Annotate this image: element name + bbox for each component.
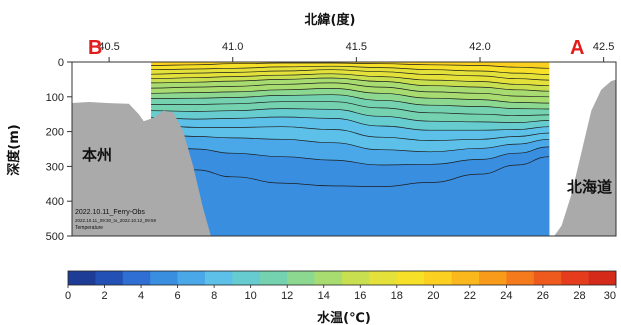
land-honshu [72,102,211,236]
colorbar-segment [369,271,398,285]
x-tick-label: 40.5 [98,41,119,53]
colorbar-frame [67,270,617,286]
y-axis-title: 深度(m) [6,124,22,175]
colorbar-segment [259,271,288,285]
isotherm-line [151,62,550,69]
colorbar-tick-label: 16 [354,290,366,302]
y-tick-label: 100 [46,92,64,104]
colorbar-tick-label: 4 [138,290,144,302]
isotherm-line [151,145,550,166]
colorbar-segment [342,271,370,285]
isotherm-line [151,116,550,131]
colorbar-segment [561,271,589,285]
isotherm-contours [151,62,550,187]
y-tick-label: 500 [46,231,64,243]
colorbar-tick-label: 2 [101,290,107,302]
plot-area [72,62,616,236]
colorbar-segment [479,271,507,285]
colorbar-segment [506,271,535,285]
colorbar-title: 水温(℃) [317,310,371,325]
isotherm-line [151,82,550,98]
colorbar-tick-label: 30 [604,290,616,302]
y-tick-label: 300 [46,161,64,173]
colorbar-segment [177,271,206,285]
colorbar-segment [424,271,452,285]
y-axis-ticks: 0 100 200 300 400 500 [46,57,72,243]
isotherm-line [151,65,550,75]
temperature-bands [151,62,550,236]
colorbar-tick-label: 24 [500,290,512,302]
isotherm-line [151,156,550,187]
isotherm-line [151,101,550,116]
colorbar-tick-label: 10 [245,290,257,302]
colorbar-ticks: 0 2 4 6 8 10 12 14 16 18 20 22 24 26 28 30 [65,285,617,302]
y-tick-label: 0 [58,57,64,69]
x-axis-ticks: 40.5 41.0 41.5 42.0 42.5 [98,41,614,62]
colorbar-segment [122,271,151,285]
colorbar-segment [314,271,343,285]
annotation-variable: Temperature [75,225,103,231]
colorbar-tick-label: 26 [537,290,549,302]
colorbar-tick-label: 0 [65,290,71,302]
colorbar-tick-label: 6 [175,290,181,302]
colorbar-tick-label: 12 [281,290,293,302]
plot-frame [71,61,617,237]
colorbar-tick-label: 8 [211,290,217,302]
colorbar-tick-label: 20 [427,290,439,302]
isotherm-line [151,73,550,87]
x-tick-label: 41.5 [346,41,367,53]
x-tick-label: 41.0 [222,41,243,53]
annotation-period: 2022.10.11_09:30_to_2022.10.12_09:59 [75,218,156,223]
endpoint-label-left: B [88,37,102,59]
isotherm-line [151,108,550,123]
isotherm-line [151,88,550,104]
colorbar-tick-label: 14 [318,290,330,302]
colorbar-tick-label: 28 [573,290,585,302]
isotherm-line [151,77,550,92]
isotherm-line [151,94,550,110]
colorbar-segment [451,271,480,285]
colorbar-segment [533,271,562,285]
x-tick-label: 42.0 [469,41,490,53]
colorbar-segment [150,271,178,285]
isotherm-line [151,124,550,141]
endpoint-label-right: A [570,37,584,59]
colorbar-segment [287,271,315,285]
x-tick-label: 42.5 [593,41,614,53]
colorbar-segment [68,271,96,285]
colorbar-tick-label: 22 [464,290,476,302]
colorbar [67,270,617,286]
colorbar-segment [588,271,617,285]
hokkaido-label: 北海道 [567,178,612,196]
colorbar-segment [205,271,233,285]
temperature-band [151,156,550,236]
isotherm-line [151,132,550,153]
colorbar-segment [95,271,124,285]
colorbar-tick-label: 18 [391,290,403,302]
honshu-label: 本州 [82,146,112,164]
isotherm-line [151,69,550,81]
annotation-title: 2022.10.11_Ferry-Obs [75,209,145,216]
land-hokkaido [554,79,616,236]
y-tick-label: 400 [46,196,64,208]
colorbar-segment [232,271,261,285]
y-tick-label: 200 [46,127,64,139]
x-axis-title: 北緯(度) [305,12,356,28]
colorbar-segment [396,271,425,285]
